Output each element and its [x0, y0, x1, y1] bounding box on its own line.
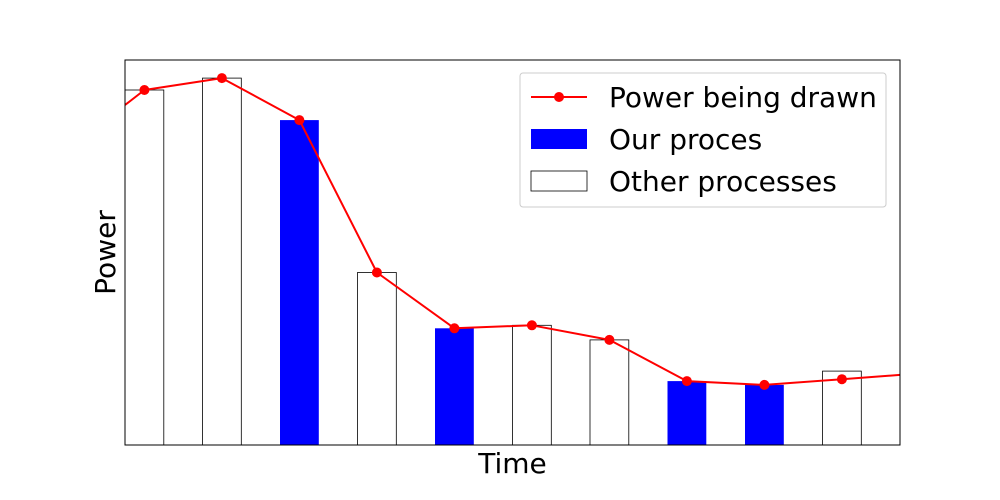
legend-label: Our proces: [609, 123, 762, 156]
power-point: [216, 73, 227, 84]
bar-other-processes: [512, 324, 552, 445]
power-point: [371, 267, 382, 278]
power-point: [681, 376, 692, 387]
legend-bar-swatch-other: [530, 170, 588, 192]
bar-other-processes: [357, 272, 397, 445]
power-point: [604, 334, 615, 345]
bar-our-process: [667, 381, 707, 445]
bar-other-processes: [125, 89, 165, 445]
bar-other-processes: [589, 339, 630, 445]
plot-frame: [124, 59, 901, 446]
x-axis-label: Time: [477, 447, 547, 480]
power-point: [449, 323, 460, 334]
legend-bar-swatch-our: [531, 129, 587, 149]
line-layer: [125, 73, 900, 390]
legend-box: [519, 72, 887, 208]
power-point: [294, 115, 305, 126]
power-point: [139, 85, 150, 95]
bar-our-process: [280, 120, 319, 445]
y-axis-label: Power: [89, 210, 122, 295]
bar-our-process: [745, 384, 784, 445]
power-point: [759, 379, 770, 390]
bar-other-processes: [202, 77, 242, 445]
power-point: [836, 374, 847, 385]
power-line: [125, 77, 900, 386]
bar-our-process: [435, 328, 474, 445]
legend-label: Other processes: [609, 165, 837, 198]
legend-label: Power being drawn: [609, 81, 877, 114]
bars-layer: [125, 77, 862, 445]
power-point: [526, 320, 537, 331]
legend-marker-swatch: [554, 92, 564, 102]
legend: Power being drawn Our proces Other process…: [519, 72, 887, 208]
